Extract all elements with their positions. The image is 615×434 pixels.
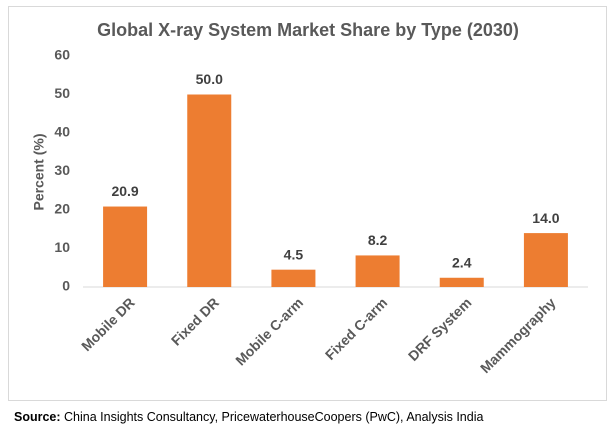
y-tick-label: 0 — [62, 278, 70, 294]
source-text: China Insights Consultancy, Pricewaterho… — [64, 410, 483, 424]
bar — [439, 277, 484, 287]
data-label: 50.0 — [196, 71, 223, 87]
data-label: 20.9 — [111, 183, 138, 199]
y-tick-label: 50 — [54, 85, 70, 101]
y-tick-label: 60 — [54, 47, 70, 63]
y-tick-label: 40 — [54, 124, 70, 140]
bar — [355, 255, 400, 287]
bar — [103, 206, 148, 287]
bar — [187, 94, 232, 287]
chart-frame — [8, 6, 607, 401]
chart-title: Global X-ray System Market Share by Type… — [97, 20, 519, 40]
data-label: 14.0 — [532, 210, 559, 226]
source: Source: China Insights Consultancy, Pric… — [14, 410, 483, 424]
y-axis-title: Percent (%) — [31, 133, 47, 210]
bar — [271, 269, 316, 287]
bar — [523, 233, 568, 287]
data-label: 4.5 — [284, 246, 304, 262]
y-tick-label: 10 — [54, 239, 70, 255]
y-tick-label: 20 — [54, 201, 70, 217]
source-label: Source: — [14, 410, 61, 424]
data-label: 2.4 — [452, 254, 472, 270]
data-label: 8.2 — [368, 232, 388, 248]
y-tick-label: 30 — [54, 162, 70, 178]
